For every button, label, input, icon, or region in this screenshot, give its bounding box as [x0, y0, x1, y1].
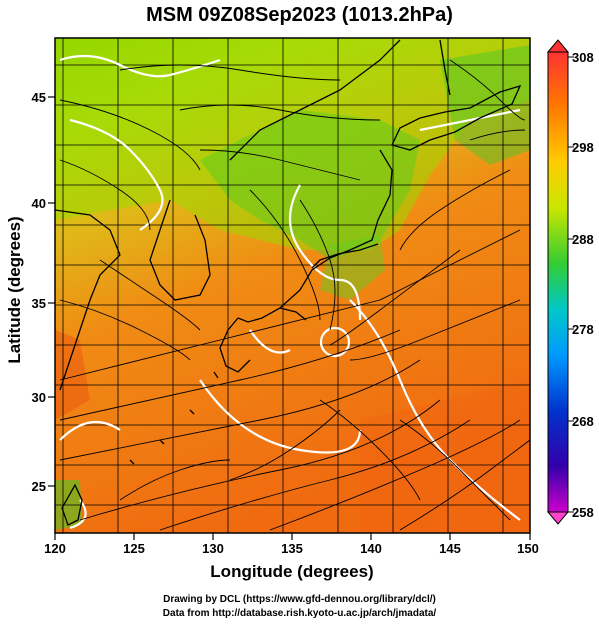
colorbar-tick: 268 [572, 414, 594, 429]
graticule [55, 38, 530, 533]
wind-streamlines [59, 59, 530, 531]
map-title: MSM 09Z08Sep2023 (1013.2hPa) [146, 4, 453, 26]
colorbar-tick: 288 [572, 232, 594, 247]
y-axis [48, 96, 55, 487]
footer-credit-data: Data from http://database.rish.kyoto-u.a… [162, 608, 437, 619]
colorbar-tick: 298 [572, 140, 594, 155]
x-tick-label: 125 [123, 541, 145, 556]
y-tick-label: 45 [32, 90, 46, 105]
y-tick-label: 25 [32, 479, 46, 494]
x-tick-label: 135 [281, 541, 303, 556]
x-axis [54, 533, 531, 540]
colorbar-tick: 258 [572, 505, 594, 520]
contour-lines [59, 54, 521, 530]
temperature-field [55, 38, 530, 533]
y-tick-label: 40 [32, 196, 46, 211]
coastlines [55, 39, 522, 526]
y-tick-label: 30 [32, 390, 46, 405]
x-tick-label: 140 [360, 541, 382, 556]
colorbar-tick: 308 [572, 50, 594, 65]
y-axis-label: Latitude (degrees) [5, 216, 24, 363]
colorbar: 308 298 288 278 268 258 [546, 39, 594, 525]
x-tick-label: 130 [202, 541, 224, 556]
footer-credit-drawing: Drawing by DCL (https://www.gfd-dennou.o… [163, 594, 436, 605]
x-tick-label: 150 [517, 541, 539, 556]
x-tick-label: 145 [439, 541, 461, 556]
x-tick-label: 120 [44, 541, 66, 556]
y-tick-label: 35 [32, 296, 46, 311]
x-axis-label: Longitude (degrees) [210, 562, 373, 581]
colorbar-tick: 278 [572, 322, 594, 337]
